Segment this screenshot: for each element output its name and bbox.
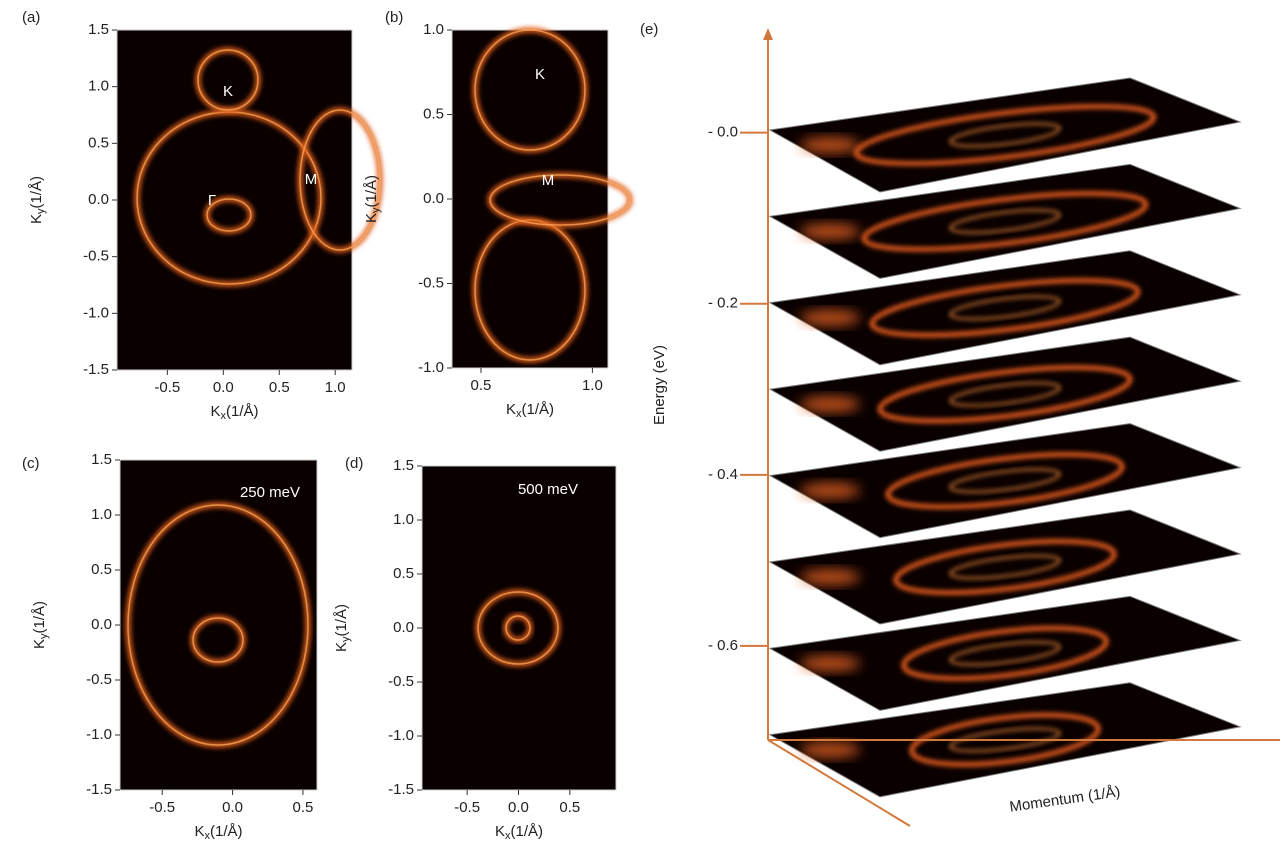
y-tick-label: -0.5 (388, 673, 414, 690)
y-tick-label: 1.5 (91, 451, 112, 468)
y-tick-label: -1.0 (86, 726, 112, 743)
x-tick-label: 0.5 (559, 799, 580, 816)
panel-label: (a) (22, 9, 40, 26)
y-tick-label: - 0.2 (708, 295, 738, 312)
axis-arrow (763, 28, 773, 40)
slice-blob (800, 137, 860, 153)
y-tick-label: - 0.4 (708, 466, 738, 483)
y-tick-label: -1.5 (86, 781, 112, 798)
y-axis-label-unit: (1/Å) (31, 601, 48, 634)
y-tick-label: 1.5 (88, 21, 109, 38)
y-tick-label: -1.0 (418, 359, 444, 376)
x-tick-label: -0.5 (149, 799, 175, 816)
energy-slice (770, 78, 1240, 192)
y-tick-label: - 0.0 (708, 124, 738, 141)
x-tick-label: 0.0 (213, 379, 234, 396)
energy-slice (770, 596, 1240, 710)
y-axis-label-unit: (1/Å) (333, 604, 350, 637)
x-tick-label: 0.0 (508, 799, 529, 816)
y-tick-label: 1.0 (88, 78, 109, 95)
y-tick-label: 1.5 (393, 457, 414, 474)
energy-slice (770, 424, 1240, 538)
x-axis-label-unit: (1/Å) (226, 403, 259, 420)
x-axis-label-unit: (1/Å) (522, 401, 555, 418)
y-tick-label: -0.5 (418, 274, 444, 291)
energy-slice (770, 337, 1240, 451)
energy-slice (770, 251, 1240, 365)
x-axis-label: Kx(1/Å) (210, 403, 258, 422)
y-axis-label-main: K (363, 213, 380, 223)
y-tick-label: 0.5 (393, 565, 414, 582)
annotation: K (223, 83, 233, 100)
x-axis-label: Momentum (1/Å) (1008, 783, 1121, 815)
y-tick-label: 0.5 (88, 134, 109, 151)
annotation: M (305, 171, 318, 188)
slice-blob (800, 396, 860, 412)
x-tick-label: 0.5 (269, 379, 290, 396)
panel-label: (c) (22, 455, 40, 472)
x-axis-label: Kx(1/Å) (506, 401, 554, 420)
annotation: Γ (208, 192, 216, 209)
y-tick-label: 0.0 (88, 191, 109, 208)
x-tick-label: 0.5 (471, 377, 492, 394)
figure: (a) -0.5 0.0 0.5 1.0 -1.5 -1.0 -0.5 0.0 0.5 1.0 1.5… (0, 0, 1282, 856)
x-axis-label-main: K (194, 823, 204, 840)
y-tick-label: -0.5 (83, 248, 109, 265)
x-axis-label-main: K (495, 823, 505, 840)
x-axis-label-main: K (210, 403, 220, 420)
x-tick-label: -0.5 (454, 799, 480, 816)
y-axis-label-main: K (28, 214, 45, 224)
y-axis-label: Ky(1/Å) (28, 176, 47, 224)
x-tick-label: 0.5 (292, 799, 313, 816)
y-tick-label: -1.5 (388, 781, 414, 798)
annotation: 500 meV (518, 481, 578, 498)
slice-blob (800, 483, 860, 499)
slice-blob (800, 655, 860, 671)
panel-label: (b) (385, 9, 403, 26)
x-axis-label-unit: (1/Å) (210, 823, 243, 840)
y-tick-label: 0.0 (91, 616, 112, 633)
y-tick-label: -1.0 (83, 304, 109, 321)
annotation: M (542, 172, 555, 189)
y-tick-label: 0.5 (91, 561, 112, 578)
slice-blob (800, 310, 860, 326)
y-axis-label-unit: (1/Å) (28, 176, 45, 209)
x-tick-label: 1.0 (325, 379, 346, 396)
slice-blob (800, 223, 860, 239)
slice-blob (800, 569, 860, 585)
panel-label: (d) (345, 455, 363, 472)
slice-blob (800, 742, 860, 758)
x-tick-label: 0.0 (222, 799, 243, 816)
y-tick-label: 0.0 (423, 190, 444, 207)
y-tick-label: - 0.6 (708, 637, 738, 654)
x-axis-label-unit: (1/Å) (511, 823, 544, 840)
x-tick-label: -0.5 (154, 379, 180, 396)
y-axis-label: Ky(1/Å) (31, 601, 50, 649)
y-tick-label: -1.0 (388, 727, 414, 744)
x-axis-label-main: K (506, 401, 516, 418)
annotation: K (535, 66, 545, 83)
y-axis-label: Ky(1/Å) (363, 175, 382, 223)
heatmap (120, 460, 317, 790)
y-tick-label: 1.0 (91, 506, 112, 523)
y-tick-label: 1.0 (423, 21, 444, 38)
x-axis-label: Kx(1/Å) (194, 823, 242, 842)
energy-slice (770, 164, 1240, 278)
y-tick-label: -1.5 (83, 361, 109, 378)
y-tick-label: 0.5 (423, 105, 444, 122)
y-axis-label: Ky(1/Å) (333, 604, 352, 652)
y-axis-label: Energy (eV) (651, 345, 668, 425)
y-tick-label: 1.0 (393, 511, 414, 528)
energy-slice (770, 510, 1240, 624)
y-tick-label: -0.5 (86, 671, 112, 688)
heatmap (422, 466, 616, 790)
x-axis-label: Kx(1/Å) (495, 823, 543, 842)
y-axis-label-main: K (31, 639, 48, 649)
y-axis-label-unit: (1/Å) (363, 175, 380, 208)
y-tick-label: 0.0 (393, 619, 414, 636)
annotation: 250 meV (240, 484, 300, 501)
x-tick-label: 1.0 (582, 377, 603, 394)
y-axis-label-main: K (333, 642, 350, 652)
panel-label: (e) (640, 21, 658, 38)
